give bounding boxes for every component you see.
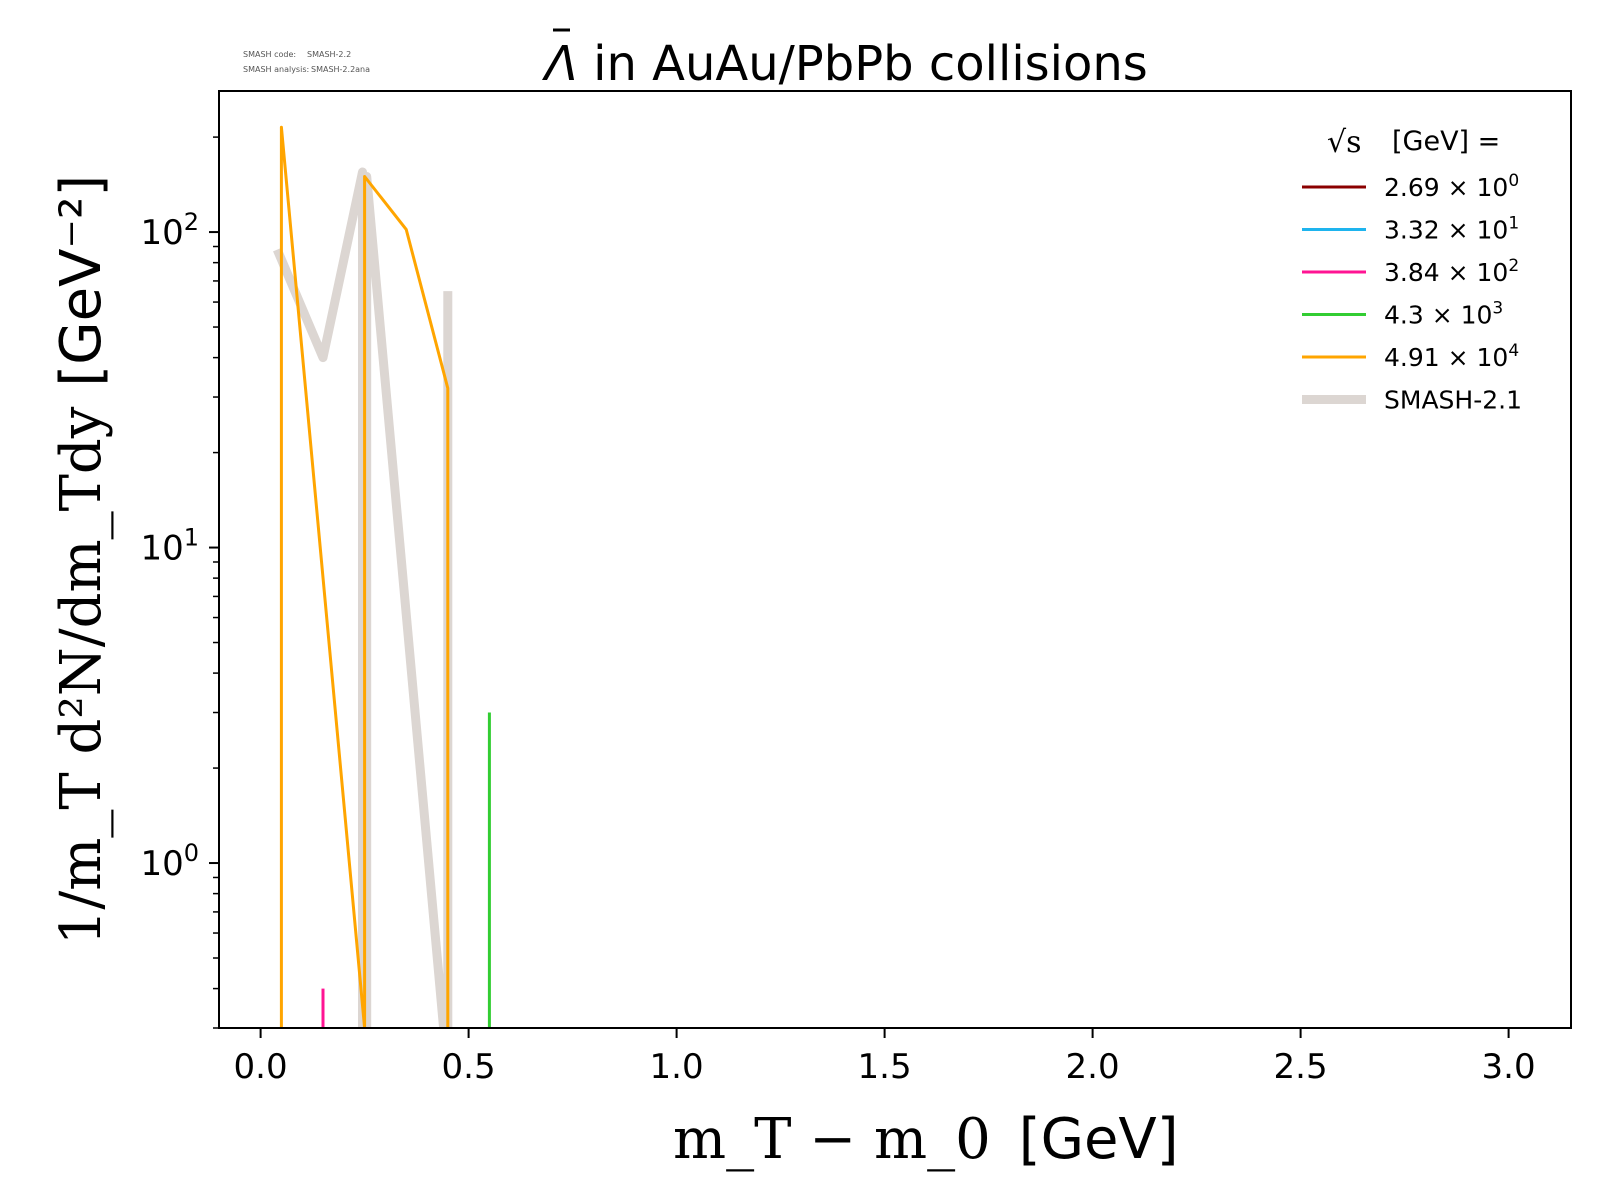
- legend-label: 2.69 × 100: [1384, 171, 1519, 202]
- meta-code-label: SMASH code:: [243, 50, 296, 59]
- x-tick-label: 1.0: [650, 1047, 704, 1087]
- series-line: [279, 125, 450, 1028]
- smash-meta: SMASH code: SMASH-2.2 SMASH analysis: SM…: [243, 50, 370, 74]
- legend-label: 4.91 × 104: [1384, 341, 1519, 372]
- series-lines: [273, 125, 491, 1028]
- legend-label: 4.3 × 103: [1384, 299, 1503, 330]
- y-axis-label-unit: [GeV⁻²]: [49, 175, 114, 387]
- legend-label: 3.84 × 102: [1384, 256, 1519, 287]
- legend: √s [GeV] = 2.69 × 100 3.32 × 101 3.84 × 10…: [1302, 125, 1522, 415]
- meta-code-value: SMASH-2.2: [307, 50, 351, 59]
- title-text: Λ in AuAu/PbPb collisions: [541, 36, 1148, 92]
- meta-analysis-value: SMASH-2.2ana: [311, 65, 370, 74]
- x-tick-label: 3.0: [1482, 1047, 1536, 1087]
- x-axis-label: m_T − m_0 [GeV]: [673, 1107, 1179, 1172]
- y-axis-label: 1/m_T d²N/dm_Tdy [GeV⁻²]: [49, 175, 114, 946]
- meta-analysis-label: SMASH analysis:: [243, 65, 309, 74]
- legend-title-unit: [GeV] =: [1392, 126, 1500, 157]
- x-tick-label: 2.5: [1274, 1047, 1328, 1087]
- y-tick-label: 102: [140, 208, 199, 253]
- legend-label: 3.32 × 101: [1384, 214, 1519, 245]
- chart-title: Λ in AuAu/PbPb collisions: [541, 28, 1148, 92]
- x-tick-label: 0.5: [442, 1047, 496, 1087]
- x-axis-label-unit: [GeV]: [1019, 1107, 1179, 1172]
- x-tick-label: 0.0: [234, 1047, 288, 1087]
- legend-title-symbol: √s: [1327, 125, 1362, 160]
- title-rest: in AuAu/PbPb collisions: [578, 36, 1148, 92]
- y-tick-label: 100: [140, 839, 199, 884]
- plot-frame: [218, 90, 1572, 1029]
- series-line: [273, 167, 453, 1028]
- x-axis: 0.0 0.5 1.0 1.5 2.0 2.5 3.0: [234, 1028, 1536, 1087]
- y-tick-label: 101: [140, 524, 199, 569]
- x-tick-label: 2.0: [1066, 1047, 1120, 1087]
- y-axis-label-math: 1/m_T d²N/dm_Tdy: [49, 406, 114, 945]
- x-axis-label-math: m_T − m_0: [673, 1107, 991, 1172]
- y-axis: 100 101 102: [140, 136, 219, 1029]
- x-tick-label: 1.5: [858, 1047, 912, 1087]
- legend-label: SMASH-2.1: [1384, 386, 1522, 415]
- title-symbol: Λ: [541, 36, 578, 92]
